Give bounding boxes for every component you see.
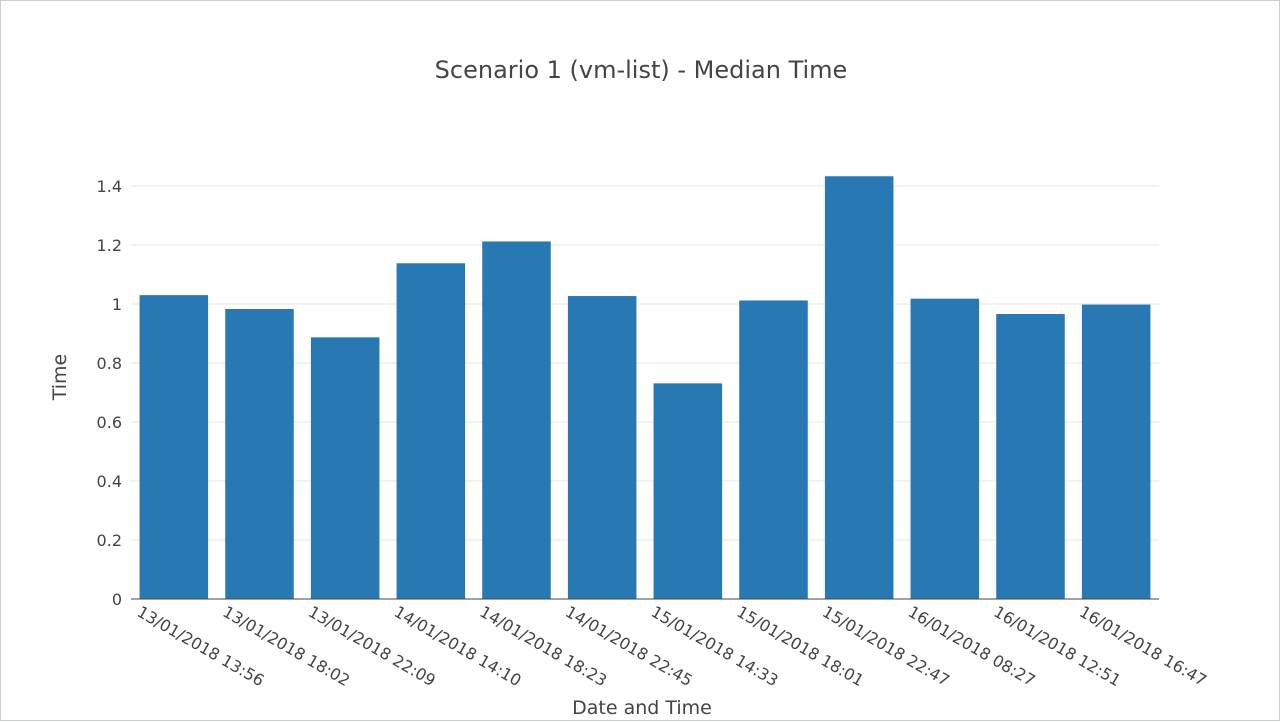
y-tick-label: 0.6 [97, 413, 122, 432]
y-axis-ticks: 0 0.2 0.4 0.6 0.8 1 1.2 1.4 [97, 177, 122, 609]
y-axis-title: Time [49, 354, 71, 402]
chart-title: Scenario 1 (vm-list) - Median Time [435, 56, 848, 84]
bar [996, 314, 1065, 599]
bar [310, 337, 380, 599]
gridlines [131, 185, 1159, 541]
bar [910, 298, 980, 599]
y-tick-label: 0.2 [97, 531, 122, 550]
y-tick-label: 1 [112, 295, 122, 314]
y-tick-label: 0 [112, 590, 122, 609]
y-tick-label: 1.4 [97, 177, 122, 196]
y-tick-label: 0.4 [97, 472, 122, 491]
bar [567, 296, 637, 599]
bar [824, 176, 894, 599]
y-tick-label: 1.2 [97, 236, 122, 255]
bar [1081, 304, 1151, 599]
bar [396, 263, 466, 599]
bar [739, 300, 808, 599]
bars [139, 176, 1151, 599]
x-axis-title: Date and Time [572, 697, 712, 719]
bar [139, 295, 209, 599]
bar [653, 383, 723, 599]
bar [225, 309, 294, 599]
bar [482, 241, 551, 599]
y-tick-label: 0.8 [97, 354, 122, 373]
